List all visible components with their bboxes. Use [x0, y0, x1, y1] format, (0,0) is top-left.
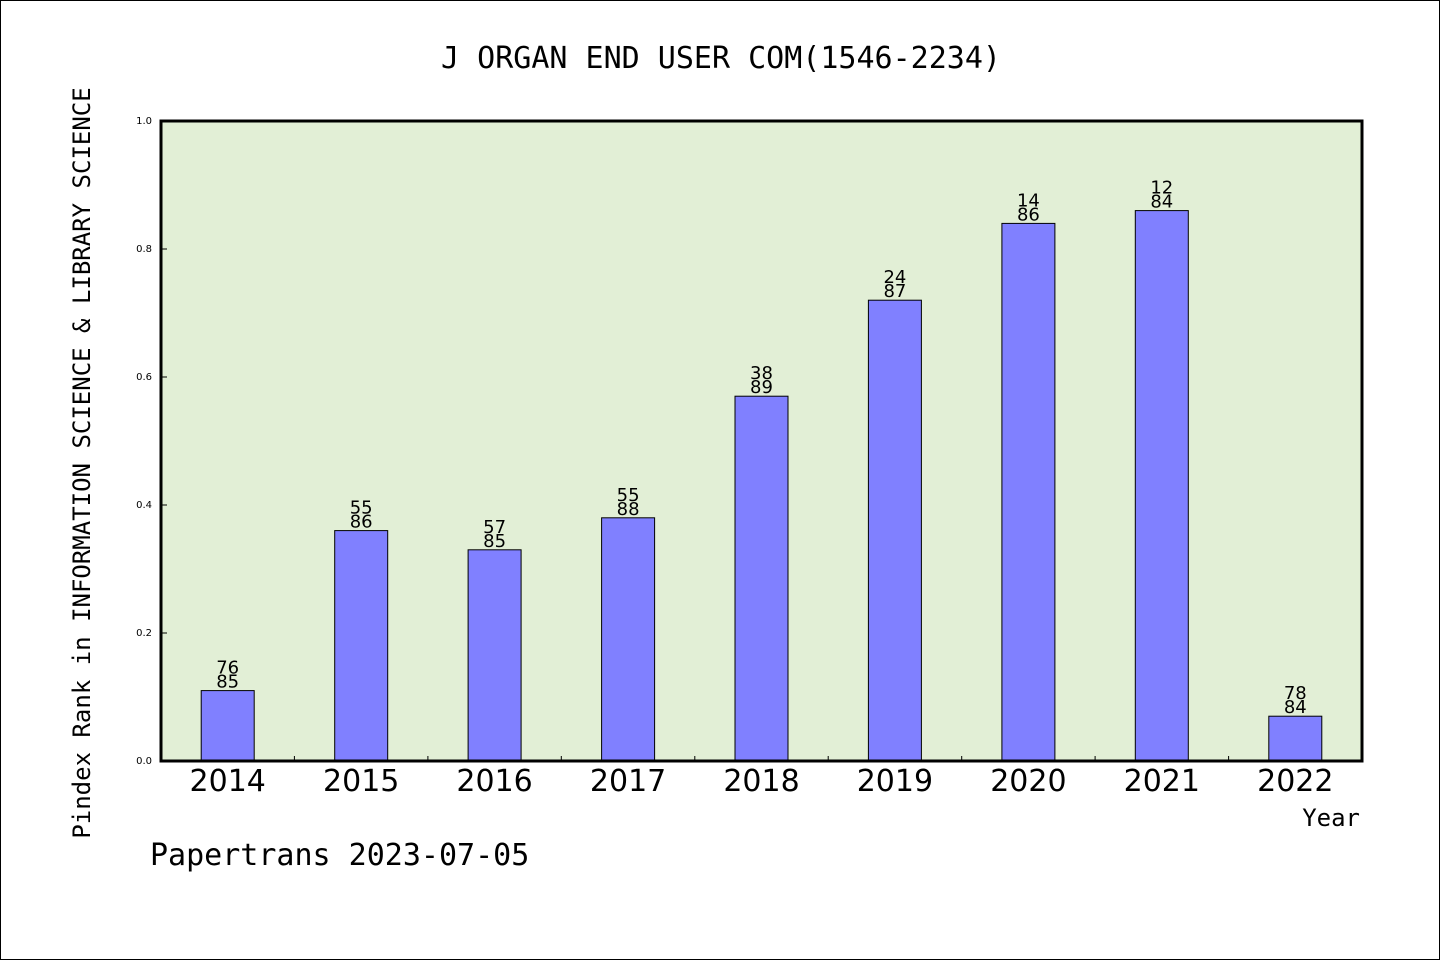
bar-2019	[867, 299, 922, 762]
bar-2017	[601, 517, 656, 762]
bar-label-bottom-2018: 89	[750, 377, 773, 398]
plot-border	[159, 119, 1364, 763]
x-tick-label-2021: 2021	[1124, 764, 1200, 799]
bar-2016	[467, 549, 522, 762]
y-tick-label-0.6: 0.6	[136, 372, 152, 383]
bar-label-bottom-2022: 84	[1284, 697, 1307, 718]
x-axis-label: Year	[1302, 804, 1360, 832]
bar-2021	[1134, 210, 1189, 762]
bar-2014	[200, 690, 255, 762]
bar-label-bottom-2020: 86	[1017, 204, 1040, 225]
y-tick-label-0.8: 0.8	[136, 244, 152, 255]
bar-label-top-2020: 14	[1017, 190, 1040, 211]
bar-label-bottom-2021: 84	[1150, 192, 1173, 213]
bar-group	[200, 210, 1323, 762]
y-tick-label-0.2: 0.2	[136, 628, 152, 639]
bar-label-top-2017: 55	[617, 485, 640, 506]
bar-label-top-2015: 55	[350, 498, 373, 519]
x-tick-label-2018: 2018	[723, 764, 799, 799]
x-tick-label-2020: 2020	[990, 764, 1066, 799]
x-tick-label-2019: 2019	[857, 764, 933, 799]
bar-label-bottom-2014: 85	[216, 672, 239, 693]
x-axis: 2014 2015 2016 2017 2018 2019 2020 2021 2022	[190, 756, 1333, 799]
bar-label-top-2014: 76	[216, 658, 239, 679]
y-tick-label-0.0: 0.0	[136, 756, 152, 767]
bar-label-top-2022: 78	[1284, 683, 1307, 704]
y-axis-label: Pindex Rank in INFORMATION SCIENCE & LIB…	[68, 87, 96, 838]
x-tick-label-2017: 2017	[590, 764, 666, 799]
bar-label-bottom-2017: 88	[617, 499, 640, 520]
x-tick-label-2015: 2015	[323, 764, 399, 799]
chart-title: J ORGAN END USER COM(1546-2234)	[441, 41, 1001, 76]
x-tick-label-2022: 2022	[1257, 764, 1333, 799]
bar-label-bottom-2015: 86	[350, 512, 373, 533]
x-tick-label-2016: 2016	[456, 764, 532, 799]
bar-2015	[334, 530, 389, 762]
bar-2020	[1001, 222, 1056, 762]
bar-2022	[1268, 715, 1323, 762]
x-tick-label-2014: 2014	[190, 764, 266, 799]
y-tick-label-1.0: 1.0	[136, 116, 152, 127]
bar-label-bottom-2016: 85	[483, 531, 506, 552]
bar-label-top-2016: 57	[483, 517, 506, 538]
bar-2018	[734, 395, 789, 762]
y-tick-label-0.4: 0.4	[136, 500, 152, 511]
bar-label-top-2021: 12	[1150, 178, 1173, 199]
footer-text: Papertrans 2023-07-05	[150, 838, 529, 873]
bar-label-top-2019: 24	[883, 267, 906, 288]
bar-label-top-2018: 38	[750, 363, 773, 384]
bar-label-bottom-2019: 87	[883, 281, 906, 302]
